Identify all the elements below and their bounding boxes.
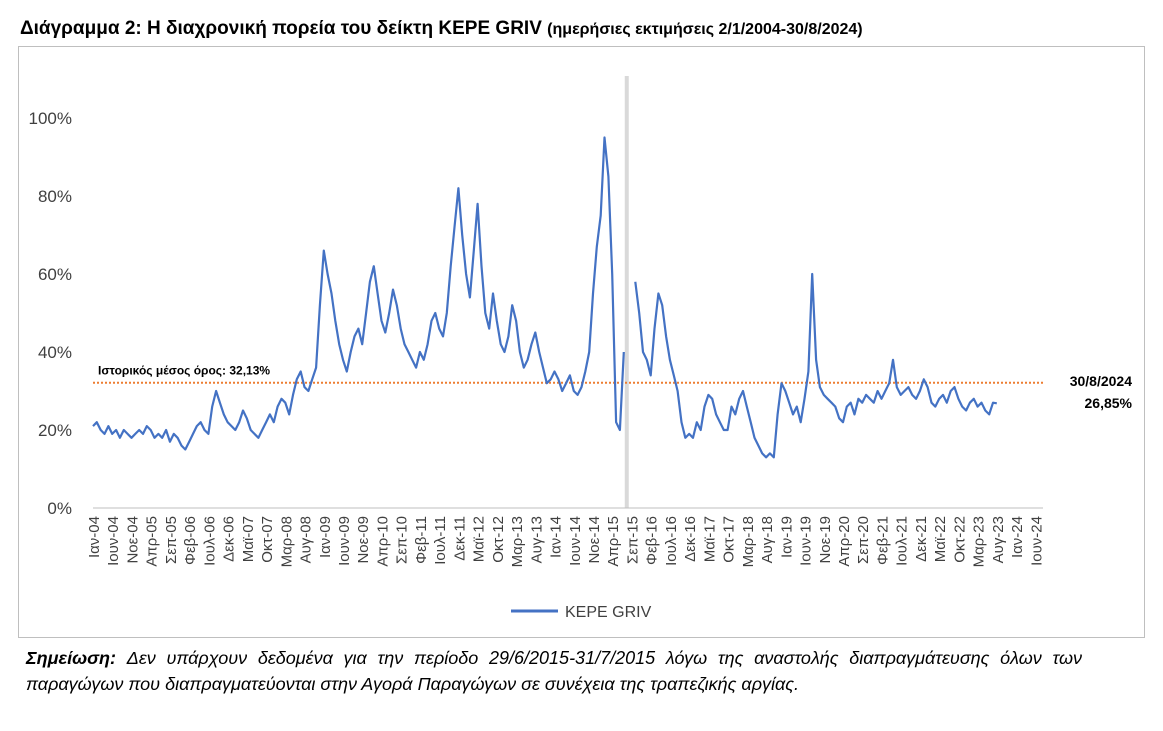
x-tick-label: Οκτ-12: [490, 516, 507, 563]
x-tick-label: Αυγ-18: [759, 516, 776, 563]
x-tick-label: Δεκ-06: [221, 516, 238, 562]
x-tick-label: Νοε-09: [355, 516, 372, 564]
x-tick-label: Νοε-04: [124, 516, 141, 564]
y-tick-label: 40%: [38, 343, 72, 362]
x-tick-label: Ιαν-09: [317, 516, 334, 558]
x-tick-label: Οκτ-17: [721, 516, 738, 563]
x-tick-label: Απρ-15: [605, 516, 622, 567]
note-text: Δεν υπάρχουν δεδομένα για την περίοδο 29…: [26, 648, 1082, 694]
x-tick-label: Οκτ-22: [951, 516, 968, 563]
x-tick-label: Σεπ-10: [394, 516, 411, 564]
x-tick-label: Νοε-14: [586, 516, 603, 564]
x-tick-label: Μαϊ-17: [701, 516, 718, 562]
x-tick-label: Μαϊ-22: [932, 516, 949, 562]
x-tick-label: Ιουλ-06: [201, 516, 218, 566]
x-tick-label: Φεβ-16: [644, 516, 661, 565]
note-label: Σημείωση:: [26, 648, 117, 668]
x-tick-label: Ιουλ-16: [663, 516, 680, 566]
x-tick-label: Μαρ-23: [971, 516, 988, 567]
x-tick-label: Σεπ-05: [163, 516, 180, 564]
x-tick-label: Ιαν-24: [1009, 516, 1026, 558]
historical-mean-label: Ιστορικός μέσος όρος: 32,13%: [98, 364, 270, 378]
x-tick-label: Σεπ-20: [855, 516, 872, 564]
x-tick-label: Μαρ-08: [278, 516, 295, 567]
x-tick-label: Ιουν-14: [567, 516, 584, 566]
x-tick-label: Δεκ-11: [451, 516, 468, 561]
chart-title: Διάγραμμα 2: Η διαχρονική πορεία του δεί…: [20, 18, 863, 40]
last-point-value-label: 26,85%: [1085, 395, 1133, 411]
x-tick-label: Αυγ-13: [528, 516, 545, 563]
x-tick-label: Ιουν-04: [105, 516, 122, 566]
x-tick-label: Ιουν-24: [1028, 516, 1045, 566]
y-tick-label: 0%: [47, 499, 72, 518]
x-tick-label: Σεπ-15: [624, 516, 641, 564]
x-tick-label: Νοε-19: [817, 516, 834, 564]
x-tick-label: Απρ-10: [374, 516, 391, 567]
series-line-kepe-griv: [92, 136, 997, 459]
x-tick-label: Μαρ-18: [740, 516, 757, 567]
x-tick-label: Αυγ-08: [298, 516, 315, 563]
x-tick-label: Μαρ-13: [509, 516, 526, 567]
chart-title-main: Διάγραμμα 2: Η διαχρονική πορεία του δεί…: [20, 18, 542, 39]
x-tick-label: Απρ-20: [836, 516, 853, 567]
x-tick-label: Φεβ-21: [874, 516, 891, 565]
x-tick-label: Ιουλ-11: [432, 516, 449, 565]
x-tick-label: Ιαν-14: [548, 516, 565, 558]
x-tick-label: Ιουν-09: [336, 516, 353, 566]
x-tick-label: Απρ-05: [144, 516, 161, 567]
legend-label: ΚΕΡΕ GRIV: [565, 604, 652, 621]
x-tick-label: Δεκ-21: [913, 516, 930, 562]
y-tick-label: 80%: [38, 187, 72, 206]
x-tick-label: Ιαν-04: [86, 516, 103, 558]
x-tick-label: Μαϊ-12: [471, 516, 488, 562]
x-tick-label: Φεβ-06: [182, 516, 199, 565]
x-tick-label: Αυγ-23: [990, 516, 1007, 563]
note: Σημείωση: Δεν υπάρχουν δεδομένα για την …: [26, 645, 1082, 697]
chart-frame: [18, 46, 1145, 638]
x-tick-label: Ιουν-19: [798, 516, 815, 566]
x-tick-label: Μαϊ-07: [240, 516, 257, 562]
last-point-date-label: 30/8/2024: [1070, 373, 1132, 389]
x-tick-label: Φεβ-11: [413, 516, 430, 564]
chart-title-sub: (ημερήσιες εκτιμήσεις 2/1/2004-30/8/2024…: [547, 21, 863, 38]
x-tick-label: Ιουλ-21: [894, 516, 911, 566]
y-tick-label: 100%: [29, 109, 72, 128]
y-tick-label: 20%: [38, 421, 72, 440]
gap-period-band: [624, 76, 629, 508]
x-tick-label: Οκτ-07: [259, 516, 276, 563]
x-tick-label: Δεκ-16: [682, 516, 699, 562]
y-tick-label: 60%: [38, 265, 72, 284]
x-tick-label: Ιαν-19: [778, 516, 795, 558]
